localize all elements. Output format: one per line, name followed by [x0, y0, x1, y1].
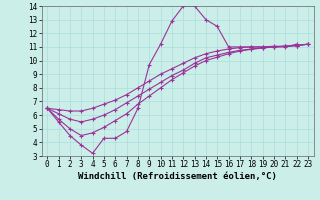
- X-axis label: Windchill (Refroidissement éolien,°C): Windchill (Refroidissement éolien,°C): [78, 172, 277, 181]
